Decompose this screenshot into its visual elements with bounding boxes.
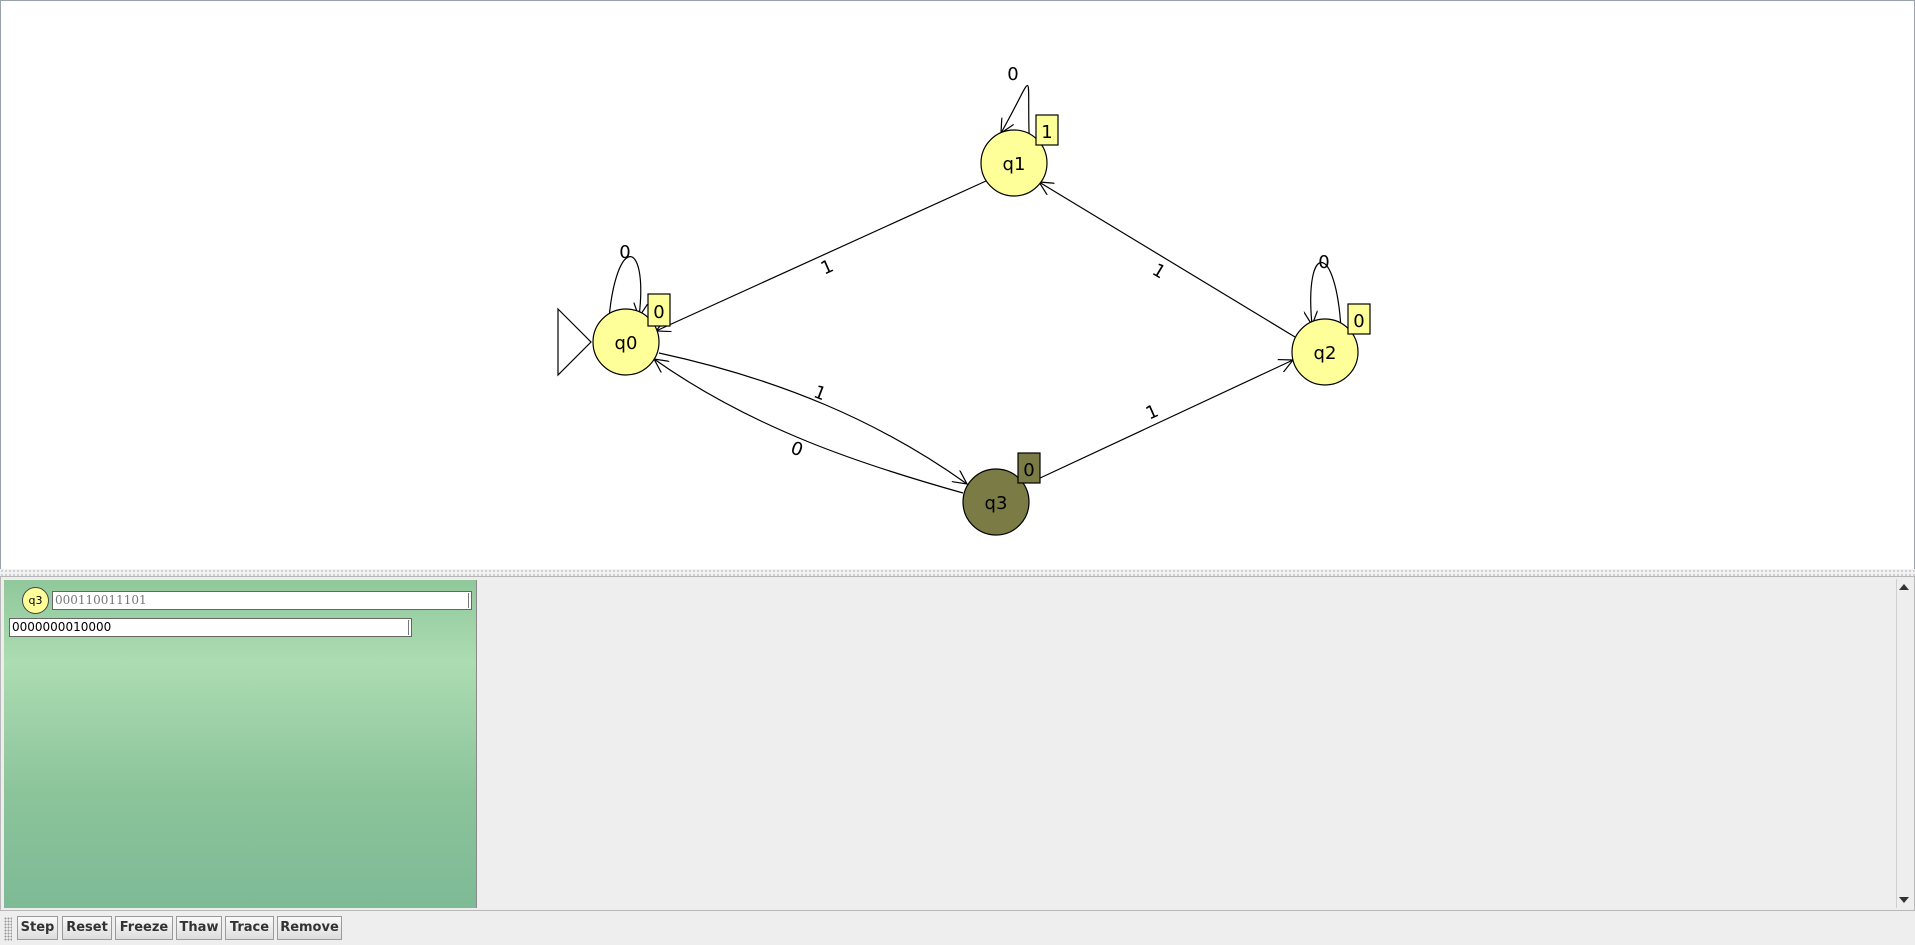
- transition-label-q1-q0: 1: [818, 256, 837, 280]
- transition-label-q2-q1: 1: [1148, 259, 1169, 283]
- vertical-scrollbar[interactable]: [1896, 579, 1912, 908]
- state-output-q0: 0: [647, 293, 671, 327]
- state-diagram: 0 0 0 1 1 1 0 1 q0 q1 q2 q3 0: [557, 64, 1371, 536]
- trace-button[interactable]: Trace: [225, 916, 274, 940]
- scroll-down-icon[interactable]: [1899, 897, 1909, 903]
- state-q3-active[interactable]: q3: [962, 468, 1030, 536]
- freeze-button[interactable]: Freeze: [115, 916, 173, 940]
- toolbar-grip-icon[interactable]: [4, 917, 12, 941]
- svg-text:0: 0: [1353, 311, 1364, 332]
- transition-label-q3-q0: 0: [788, 438, 806, 462]
- output-tape: 0000000010000: [9, 618, 412, 637]
- transition-q1-q0[interactable]: [656, 180, 987, 331]
- state-q1[interactable]: q1: [980, 129, 1048, 197]
- svg-text:0: 0: [1023, 460, 1034, 481]
- thaw-button[interactable]: Thaw: [176, 916, 222, 940]
- transition-q1-q1[interactable]: [1001, 85, 1031, 158]
- transition-q3-q2[interactable]: [1037, 360, 1293, 480]
- transition-label-q3-q2: 1: [1143, 401, 1162, 425]
- transition-label-q0-q0: 0: [619, 242, 630, 263]
- simulator-toolbar: Step Reset Freeze Thaw Trace Remove: [0, 911, 1915, 945]
- transition-q3-q0[interactable]: [654, 359, 964, 494]
- remaining-input-text: 000110011101: [55, 593, 147, 607]
- simulator-pane: q3 000110011101 0000000010000: [0, 576, 1915, 911]
- state-label: q3: [985, 493, 1008, 514]
- state-label: q0: [615, 333, 638, 354]
- step-button[interactable]: Step: [17, 916, 58, 940]
- transition-label-q1-q1: 0: [1007, 64, 1018, 85]
- transition-label-q2-q2: 0: [1318, 252, 1329, 273]
- state-q0[interactable]: q0: [592, 308, 660, 376]
- scroll-up-icon[interactable]: [1899, 584, 1909, 590]
- transition-q0-q3[interactable]: [658, 352, 967, 484]
- transition-q2-q1[interactable]: [1039, 182, 1296, 338]
- transition-label-q0-q3: 1: [811, 382, 829, 406]
- state-output-q2: 0: [1347, 303, 1371, 335]
- automaton-canvas[interactable]: 0 0 0 1 1 1 0 1 q0 q1 q2 q3 0: [0, 0, 1915, 569]
- tape-end-marker: [468, 593, 471, 608]
- tape-end-marker: [408, 620, 411, 635]
- configuration-panel[interactable]: q3 000110011101 0000000010000: [4, 580, 477, 908]
- state-output-q3: 0: [1017, 452, 1041, 484]
- state-q2[interactable]: q2: [1291, 318, 1359, 386]
- svg-text:1: 1: [1041, 122, 1052, 143]
- transition-q2-q2[interactable]: [1311, 262, 1342, 330]
- svg-text:0: 0: [653, 302, 664, 323]
- remaining-input-tape: 000110011101: [52, 591, 472, 610]
- state-output-q1: 1: [1035, 114, 1059, 146]
- initial-state-marker: [557, 307, 592, 377]
- transition-q0-q0[interactable]: [607, 256, 641, 334]
- state-label: q1: [1003, 154, 1026, 175]
- reset-button[interactable]: Reset: [62, 916, 112, 940]
- remove-button[interactable]: Remove: [277, 916, 342, 940]
- state-label: q2: [1314, 343, 1337, 364]
- configuration-state-icon: q3: [22, 587, 49, 614]
- split-pane-divider[interactable]: [0, 569, 1915, 576]
- output-text: 0000000010000: [12, 620, 112, 634]
